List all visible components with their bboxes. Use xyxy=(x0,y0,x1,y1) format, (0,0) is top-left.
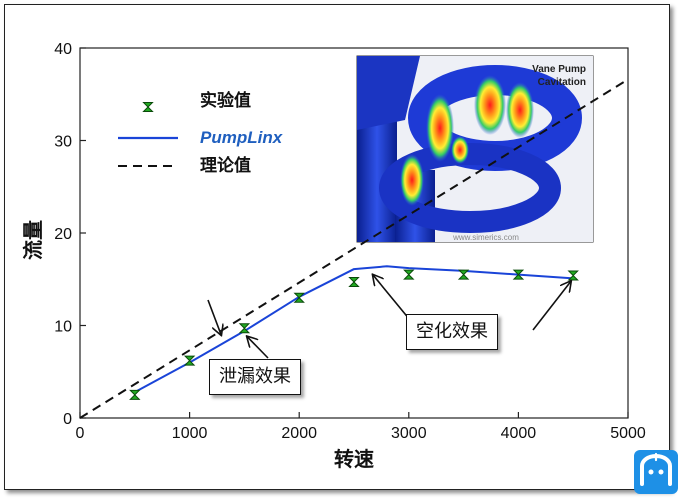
y-tick-label: 20 xyxy=(54,226,72,243)
annotation-arrow xyxy=(532,281,571,331)
y-tick-label: 30 xyxy=(54,134,72,151)
x-tick-label: 4000 xyxy=(501,425,537,442)
series-line-pumplinx xyxy=(134,265,574,393)
experiment-point xyxy=(183,355,196,366)
legend-label-pumplinx: PumpLinx xyxy=(200,128,284,147)
experiment-point xyxy=(512,269,525,280)
experiment-point xyxy=(293,292,305,303)
legend-label-experiment: 实验值 xyxy=(200,90,251,111)
annotation-arrows xyxy=(207,275,571,359)
experiment-point xyxy=(567,270,579,281)
annotation-arrow xyxy=(247,337,269,359)
y-tick-label: 0 xyxy=(63,411,72,428)
series-line-theory xyxy=(79,78,629,419)
y-axis-title: 流量 xyxy=(21,220,45,260)
x-tick-label: 0 xyxy=(76,425,85,442)
logo-glyph xyxy=(640,452,672,486)
inset-label-line2: Cavitation xyxy=(538,77,586,88)
callout-cavitation: 空化效果 xyxy=(406,314,498,350)
callout-leakage: 泄漏效果 xyxy=(209,359,301,395)
experiment-point xyxy=(129,389,141,400)
axis-ticks xyxy=(79,47,629,419)
tick-labels: 0 1000 2000 3000 4000 5000 0 10 20 30 40 xyxy=(54,41,646,442)
y-tick-label: 10 xyxy=(54,319,72,336)
experiment-point xyxy=(403,269,415,280)
x-tick-label: 5000 xyxy=(610,425,646,442)
annotation-arrow xyxy=(207,299,221,335)
annotation-arrow xyxy=(373,275,411,321)
experiment-point xyxy=(238,323,251,334)
legend-label-theory: 理论值 xyxy=(200,155,251,176)
x-tick-label: 3000 xyxy=(391,425,427,442)
experiment-point xyxy=(457,269,470,280)
x-axis-title: 转速 xyxy=(334,447,374,471)
y-tick-label: 40 xyxy=(54,41,72,58)
legend-marker-experiment xyxy=(142,102,154,112)
inset-label-line1: Vane Pump xyxy=(532,64,586,75)
x-tick-label: 1000 xyxy=(172,425,208,442)
inset-image-vane-pump: Vane Pump Cavitation www.simerics.com xyxy=(356,55,594,243)
legend: 实验值 PumpLinx 理论值 xyxy=(118,90,284,176)
series-layer xyxy=(79,78,629,419)
experiment-point xyxy=(348,277,360,288)
person-logo-icon xyxy=(634,450,678,494)
x-tick-label: 2000 xyxy=(281,425,317,442)
inset-url-text: www.simerics.com xyxy=(452,233,519,242)
